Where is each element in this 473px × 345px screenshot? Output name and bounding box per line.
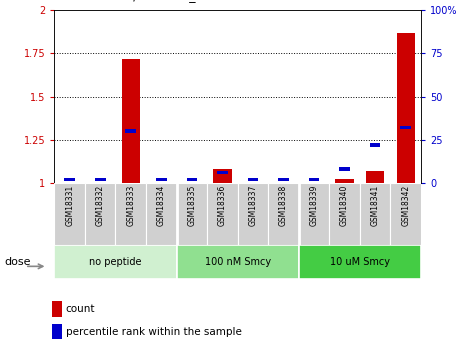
- Bar: [95, 178, 105, 181]
- Text: GSM18331: GSM18331: [65, 185, 74, 226]
- Bar: [370, 143, 380, 147]
- Bar: [299, 245, 421, 279]
- Text: GSM18332: GSM18332: [96, 185, 105, 226]
- Bar: [64, 178, 75, 181]
- Text: GSM18341: GSM18341: [371, 185, 380, 226]
- Bar: [339, 167, 350, 171]
- Bar: [207, 183, 237, 245]
- Bar: [115, 183, 146, 245]
- Bar: [396, 33, 415, 183]
- Bar: [268, 183, 299, 245]
- Bar: [176, 245, 299, 279]
- Text: GSM18336: GSM18336: [218, 185, 227, 226]
- Text: GSM18333: GSM18333: [126, 185, 135, 226]
- Bar: [156, 178, 166, 181]
- Text: GSM18339: GSM18339: [309, 185, 318, 226]
- Bar: [186, 178, 197, 181]
- Text: GSM18334: GSM18334: [157, 185, 166, 226]
- Text: GSM18338: GSM18338: [279, 185, 288, 226]
- Bar: [360, 183, 390, 245]
- Bar: [122, 59, 140, 183]
- Bar: [125, 129, 136, 133]
- Bar: [309, 178, 319, 181]
- Bar: [329, 183, 360, 245]
- Text: percentile rank within the sample: percentile rank within the sample: [66, 327, 242, 337]
- Bar: [146, 183, 176, 245]
- Bar: [53, 324, 62, 339]
- Bar: [278, 178, 289, 181]
- Text: no peptide: no peptide: [89, 257, 142, 267]
- Text: GSM18335: GSM18335: [187, 185, 196, 226]
- Text: count: count: [66, 304, 95, 314]
- Bar: [85, 183, 115, 245]
- Text: 10 uM Smcy: 10 uM Smcy: [330, 257, 390, 267]
- Bar: [400, 126, 411, 129]
- Text: GSM18342: GSM18342: [401, 185, 410, 226]
- Bar: [176, 183, 207, 245]
- Text: GSM18340: GSM18340: [340, 185, 349, 226]
- Text: GDS658 / 100675_at: GDS658 / 100675_at: [78, 0, 208, 2]
- Bar: [335, 179, 354, 183]
- Bar: [217, 171, 228, 174]
- Text: 100 nM Smcy: 100 nM Smcy: [205, 257, 271, 267]
- Bar: [247, 178, 258, 181]
- Bar: [54, 183, 85, 245]
- Bar: [390, 183, 421, 245]
- Bar: [299, 183, 329, 245]
- Text: dose: dose: [5, 257, 31, 267]
- Bar: [237, 183, 268, 245]
- Text: GSM18337: GSM18337: [248, 185, 257, 226]
- Bar: [54, 245, 176, 279]
- Bar: [366, 171, 384, 183]
- Bar: [53, 301, 62, 317]
- Bar: [213, 169, 232, 183]
